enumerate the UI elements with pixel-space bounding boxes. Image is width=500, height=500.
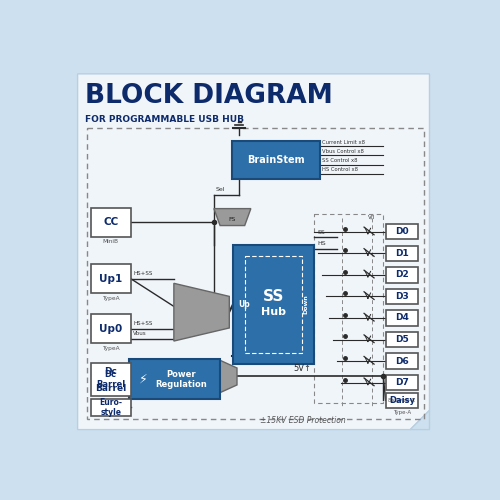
Text: Power: Power (166, 370, 196, 378)
FancyBboxPatch shape (90, 208, 130, 237)
Polygon shape (220, 360, 237, 392)
Text: SS Control x8: SS Control x8 (322, 158, 358, 163)
Text: D3: D3 (395, 292, 408, 301)
FancyBboxPatch shape (386, 310, 418, 326)
FancyBboxPatch shape (129, 359, 220, 399)
Text: Type-A: Type-A (392, 410, 411, 414)
Text: SS: SS (263, 290, 284, 304)
Text: HS+SS: HS+SS (133, 270, 152, 276)
FancyBboxPatch shape (386, 375, 418, 390)
FancyBboxPatch shape (386, 288, 418, 304)
Text: ±15KV ESD Protection: ±15KV ESD Protection (260, 416, 346, 424)
FancyBboxPatch shape (386, 224, 418, 240)
Text: 8x Type-A: 8x Type-A (388, 398, 415, 403)
Text: V/I: V/I (368, 214, 376, 220)
FancyBboxPatch shape (90, 264, 130, 294)
Text: D6: D6 (395, 356, 408, 366)
Text: HS Control x8: HS Control x8 (322, 168, 358, 172)
Text: HS: HS (318, 242, 326, 246)
Polygon shape (410, 410, 430, 430)
Text: HS+SS: HS+SS (133, 320, 152, 326)
Text: Barrel: Barrel (95, 384, 126, 392)
Text: D1: D1 (395, 249, 408, 258)
Text: D5: D5 (395, 335, 408, 344)
Text: MiniB: MiniB (102, 240, 118, 244)
Text: BrainStem: BrainStem (247, 155, 304, 165)
Polygon shape (214, 208, 251, 226)
FancyBboxPatch shape (386, 246, 418, 261)
Text: FS: FS (228, 217, 236, 222)
Text: ⚡: ⚡ (138, 372, 147, 386)
FancyBboxPatch shape (386, 354, 418, 369)
Text: D0: D0 (395, 227, 408, 236)
FancyBboxPatch shape (233, 245, 314, 364)
FancyBboxPatch shape (386, 332, 418, 347)
Text: D2: D2 (395, 270, 408, 280)
Text: SS: SS (318, 230, 326, 235)
Text: Up0: Up0 (99, 324, 122, 334)
Text: Euro-
style: Euro- style (99, 398, 122, 417)
Text: Vbus: Vbus (133, 330, 146, 336)
Polygon shape (174, 284, 230, 341)
FancyBboxPatch shape (386, 392, 418, 408)
Text: Sel: Sel (216, 188, 225, 192)
Text: TypeA: TypeA (102, 346, 120, 350)
Polygon shape (78, 74, 430, 430)
FancyBboxPatch shape (90, 314, 130, 344)
Text: BLOCK DIAGRAM: BLOCK DIAGRAM (86, 83, 333, 109)
Text: Regulation: Regulation (155, 380, 206, 390)
Text: FOR PROGRAMMABLE USB HUB: FOR PROGRAMMABLE USB HUB (86, 116, 244, 124)
Text: 5V↑: 5V↑ (294, 364, 312, 374)
Text: Up: Up (238, 300, 250, 309)
FancyBboxPatch shape (232, 141, 320, 180)
Text: Dc
Barrel: Dc Barrel (96, 370, 126, 389)
Text: Hub: Hub (261, 307, 286, 317)
FancyBboxPatch shape (90, 399, 130, 415)
FancyBboxPatch shape (386, 267, 418, 282)
Text: D4: D4 (395, 314, 408, 322)
Text: Dc: Dc (104, 366, 117, 376)
Text: Current Limit x8: Current Limit x8 (322, 140, 366, 144)
Text: D7: D7 (395, 378, 408, 387)
Text: Daisy: Daisy (389, 396, 415, 405)
Text: Down: Down (304, 294, 309, 314)
Text: Up1: Up1 (99, 274, 122, 283)
FancyBboxPatch shape (90, 362, 130, 396)
Text: CC: CC (103, 218, 118, 228)
Text: Vbus Control x8: Vbus Control x8 (322, 149, 364, 154)
Text: TypeA: TypeA (102, 296, 120, 300)
